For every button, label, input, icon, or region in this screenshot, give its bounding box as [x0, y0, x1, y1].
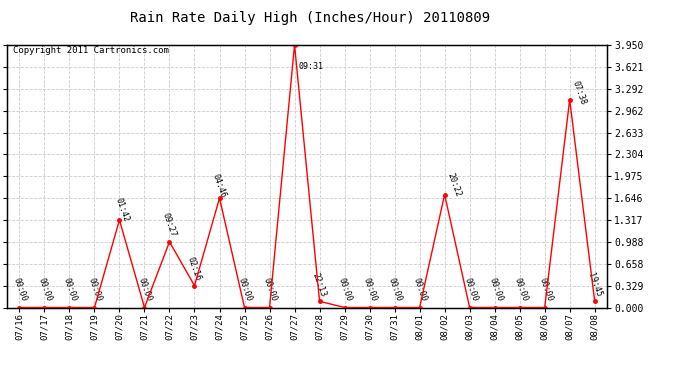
Text: 00:00: 00:00 — [137, 276, 154, 302]
Text: Rain Rate Daily High (Inches/Hour) 20110809: Rain Rate Daily High (Inches/Hour) 20110… — [130, 11, 491, 25]
Text: 07:38: 07:38 — [571, 80, 588, 106]
Text: 00:00: 00:00 — [462, 276, 479, 302]
Text: 01:42: 01:42 — [113, 197, 130, 223]
Text: 00:00: 00:00 — [237, 276, 254, 302]
Text: 00:00: 00:00 — [262, 276, 279, 302]
Text: Copyright 2011 Cartronics.com: Copyright 2011 Cartronics.com — [13, 46, 169, 56]
Text: 00:00: 00:00 — [12, 276, 29, 302]
Text: 00:00: 00:00 — [62, 276, 79, 302]
Text: 19:45: 19:45 — [586, 272, 603, 298]
Text: 00:00: 00:00 — [362, 276, 379, 302]
Text: 02:16: 02:16 — [186, 256, 203, 282]
Text: 00:00: 00:00 — [87, 276, 104, 302]
Text: 20:22: 20:22 — [446, 171, 463, 198]
Text: 00:00: 00:00 — [412, 276, 429, 302]
Text: 00:00: 00:00 — [37, 276, 54, 302]
Text: 04:46: 04:46 — [210, 173, 228, 200]
Text: 09:27: 09:27 — [161, 212, 178, 238]
Text: 00:00: 00:00 — [337, 276, 354, 302]
Text: 00:00: 00:00 — [387, 276, 404, 302]
Text: 22:13: 22:13 — [310, 272, 328, 298]
Text: 09:31: 09:31 — [298, 62, 324, 70]
Text: 00:00: 00:00 — [512, 276, 529, 302]
Text: 00:00: 00:00 — [538, 276, 554, 302]
Text: 00:00: 00:00 — [487, 276, 504, 302]
